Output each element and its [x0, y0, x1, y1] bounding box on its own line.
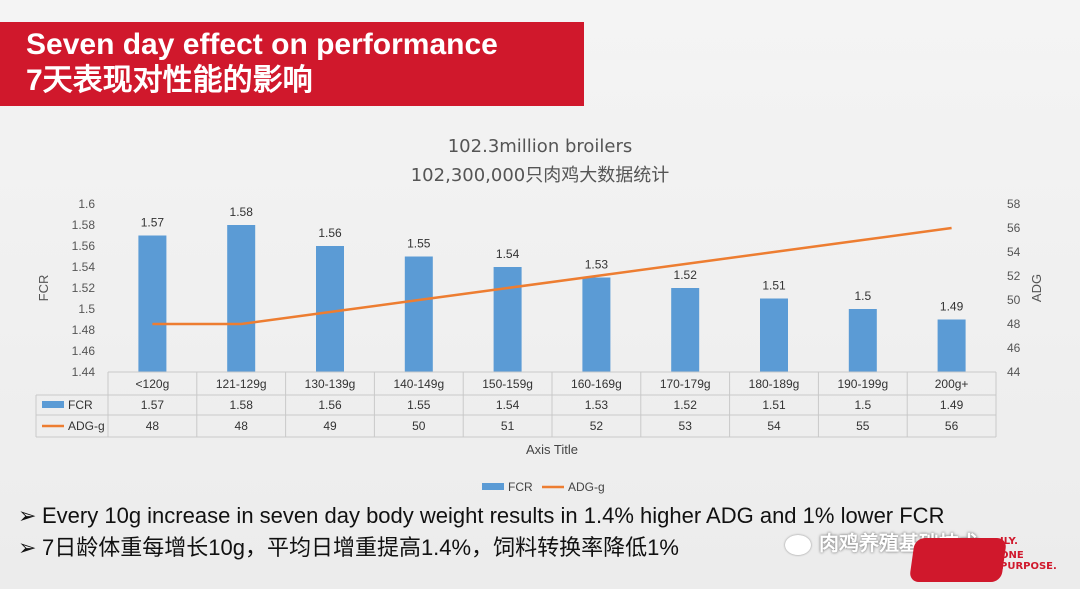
y2-axis-title: ADG	[1029, 274, 1044, 302]
bar-data-label: 1.55	[407, 237, 431, 251]
x-axis-title: Axis Title	[526, 442, 578, 457]
table-cell-fcr: 1.56	[318, 398, 342, 412]
table-cell-fcr: 1.51	[762, 398, 786, 412]
bullet-item: ➢ Every 10g increase in seven day body we…	[18, 500, 1078, 532]
bar-data-label: 1.58	[230, 205, 254, 219]
legend-fcr-label: FCR	[508, 480, 533, 494]
bar-data-label: 1.57	[141, 216, 165, 230]
fcr-bar	[138, 235, 167, 372]
slide-title: Seven day effect on performance	[26, 28, 498, 61]
x-category-label: 140-149g	[393, 377, 444, 391]
bullet-list: ➢ Every 10g increase in seven day body we…	[18, 500, 1078, 564]
y2-tick-label: 52	[1007, 269, 1021, 283]
y2-tick-label: 50	[1007, 293, 1021, 307]
bullet-arrow-icon: ➢	[18, 535, 37, 560]
fcr-bar	[760, 298, 788, 372]
bullet-arrow-icon: ➢	[18, 503, 37, 528]
fcr-legend-key	[42, 401, 64, 408]
bar-data-label: 1.5	[854, 289, 871, 303]
y-tick-label: 1.6	[78, 197, 95, 211]
table-row-header: ADG-g	[68, 419, 105, 433]
x-category-label: 121-129g	[216, 377, 267, 391]
adg-line	[152, 226, 952, 326]
bar-data-label: 1.56	[318, 226, 342, 240]
table-cell-adg: 49	[323, 419, 337, 433]
chart-subtitle: 102,300,000只肉鸡大数据统计	[410, 165, 670, 186]
y2-tick-label: 54	[1007, 245, 1021, 259]
fcr-bar	[848, 309, 877, 372]
y2-tick-label: 44	[1007, 365, 1021, 379]
fcr-bar	[404, 256, 433, 372]
y-tick-label: 1.52	[72, 281, 96, 295]
table-cell-adg: 56	[945, 419, 959, 433]
chart-title: 102.3million broilers	[447, 136, 633, 157]
table-cell-fcr: 1.58	[230, 398, 254, 412]
table-cell-adg: 48	[146, 419, 160, 433]
bullet-text: 7日龄体重每增长10g，平均日增重提高1.4%，饲料转换率降低1%	[42, 535, 679, 560]
table-cell-fcr: 1.5	[854, 398, 871, 412]
wechat-icon	[785, 534, 811, 555]
table-cell-adg: 48	[235, 419, 249, 433]
fcr-bar	[671, 288, 700, 372]
bar-data-label: 1.54	[496, 247, 520, 261]
company-logo	[908, 538, 1008, 582]
table-cell-fcr: 1.57	[141, 398, 165, 412]
fcr-bar	[937, 319, 966, 372]
y-tick-label: 1.46	[72, 344, 96, 358]
table-cell-fcr: 1.54	[496, 398, 520, 412]
fcr-bar	[227, 225, 256, 372]
y2-tick-label: 48	[1007, 317, 1021, 331]
table-cell-adg: 54	[767, 419, 781, 433]
x-category-label: 180-189g	[749, 377, 800, 391]
x-category-label: 200g+	[935, 377, 969, 391]
y-tick-label: 1.44	[72, 365, 96, 379]
x-category-label: 190-199g	[837, 377, 888, 391]
table-cell-adg: 51	[501, 419, 515, 433]
fcr-bar	[316, 246, 344, 372]
y-tick-label: 1.48	[72, 323, 96, 337]
table-cell-fcr: 1.53	[585, 398, 609, 412]
y2-tick-label: 56	[1007, 221, 1021, 235]
table-cell-fcr: 1.49	[940, 398, 964, 412]
x-category-label: 170-179g	[660, 377, 711, 391]
fcr-bar	[582, 277, 611, 372]
logo-tagline: ILY.	[1000, 536, 1018, 547]
legend-fcr-swatch	[482, 483, 504, 490]
y-tick-label: 1.54	[72, 260, 96, 274]
x-category-label: 150-159g	[482, 377, 533, 391]
y-tick-label: 1.5	[78, 302, 95, 316]
bar-data-label: 1.51	[762, 279, 786, 293]
y2-tick-label: 46	[1007, 341, 1021, 355]
bullet-item: ➢ 7日龄体重每增长10g，平均日增重提高1.4%，饲料转换率降低1%	[18, 532, 1078, 564]
table-cell-fcr: 1.52	[674, 398, 698, 412]
table-cell-adg: 50	[412, 419, 426, 433]
y-tick-label: 1.56	[72, 239, 96, 253]
bar-data-label: 1.49	[940, 300, 964, 314]
bar-data-label: 1.52	[674, 268, 698, 282]
y-axis-title: FCR	[36, 275, 51, 302]
legend-adg-label: ADG-g	[568, 480, 605, 494]
bar-data-label: 1.53	[585, 258, 609, 272]
x-category-label: <120g	[136, 377, 170, 391]
fcr-bar	[493, 267, 522, 372]
table-cell-adg: 52	[590, 419, 604, 433]
table-cell-adg: 53	[679, 419, 693, 433]
x-category-label: 160-169g	[571, 377, 622, 391]
x-category-label: 130-139g	[305, 377, 356, 391]
bullet-text: Every 10g increase in seven day body wei…	[42, 503, 945, 528]
y-tick-label: 1.58	[72, 218, 96, 232]
y2-tick-label: 58	[1007, 197, 1021, 211]
table-cell-adg: 55	[856, 419, 870, 433]
title-banner: Seven day effect on performance 7天表现对性能的…	[0, 22, 584, 106]
slide-title-chinese: 7天表现对性能的影响	[26, 64, 313, 97]
logo-tagline: ONE PURPOSE.	[1000, 550, 1057, 572]
table-cell-fcr: 1.55	[407, 398, 431, 412]
table-row-header: FCR	[68, 398, 93, 412]
